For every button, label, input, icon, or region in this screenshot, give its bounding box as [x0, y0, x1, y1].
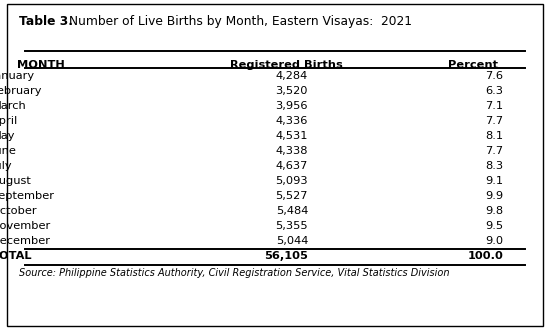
- Text: 7.7: 7.7: [485, 146, 503, 156]
- Text: October: October: [0, 206, 37, 216]
- Text: 4,336: 4,336: [276, 116, 308, 126]
- Text: 56,105: 56,105: [264, 251, 308, 261]
- Text: 5,527: 5,527: [276, 191, 308, 201]
- Text: May: May: [0, 131, 15, 141]
- Text: 8.3: 8.3: [485, 161, 503, 171]
- Text: 6.3: 6.3: [485, 86, 503, 96]
- Text: 9.5: 9.5: [485, 221, 503, 231]
- Text: 3,956: 3,956: [276, 101, 308, 111]
- Text: 4,637: 4,637: [276, 161, 308, 171]
- Text: November: November: [0, 221, 51, 231]
- Text: 100.0: 100.0: [468, 251, 503, 261]
- Text: 9.9: 9.9: [485, 191, 503, 201]
- Text: 9.0: 9.0: [485, 236, 503, 246]
- Text: 4,284: 4,284: [276, 71, 308, 81]
- Text: 5,093: 5,093: [276, 176, 308, 186]
- Text: June: June: [0, 146, 16, 156]
- Text: TOTAL: TOTAL: [0, 251, 32, 261]
- Text: March: March: [0, 101, 26, 111]
- Text: Percent: Percent: [448, 60, 498, 70]
- Text: Source: Philippine Statistics Authority, Civil Registration Service, Vital Stati: Source: Philippine Statistics Authority,…: [19, 268, 450, 278]
- Text: MONTH: MONTH: [18, 60, 65, 70]
- Text: 7.7: 7.7: [485, 116, 503, 126]
- Text: 8.1: 8.1: [485, 131, 503, 141]
- Text: 7.1: 7.1: [485, 101, 503, 111]
- Text: December: December: [0, 236, 51, 246]
- Text: 3,520: 3,520: [276, 86, 308, 96]
- Text: Number of Live Births by Month, Eastern Visayas:  2021: Number of Live Births by Month, Eastern …: [65, 15, 412, 28]
- Text: 5,044: 5,044: [276, 236, 308, 246]
- Text: Table 3.: Table 3.: [19, 15, 73, 28]
- Text: September: September: [0, 191, 55, 201]
- Text: January: January: [0, 71, 35, 81]
- Text: 4,531: 4,531: [276, 131, 308, 141]
- Text: Registered Births: Registered Births: [230, 60, 342, 70]
- Text: July: July: [0, 161, 12, 171]
- Text: February: February: [0, 86, 42, 96]
- Text: 5,355: 5,355: [276, 221, 308, 231]
- Text: 9.1: 9.1: [485, 176, 503, 186]
- Text: 4,338: 4,338: [276, 146, 308, 156]
- Text: 5,484: 5,484: [276, 206, 308, 216]
- Text: 7.6: 7.6: [485, 71, 503, 81]
- Text: 9.8: 9.8: [485, 206, 503, 216]
- Text: August: August: [0, 176, 32, 186]
- Text: April: April: [0, 116, 18, 126]
